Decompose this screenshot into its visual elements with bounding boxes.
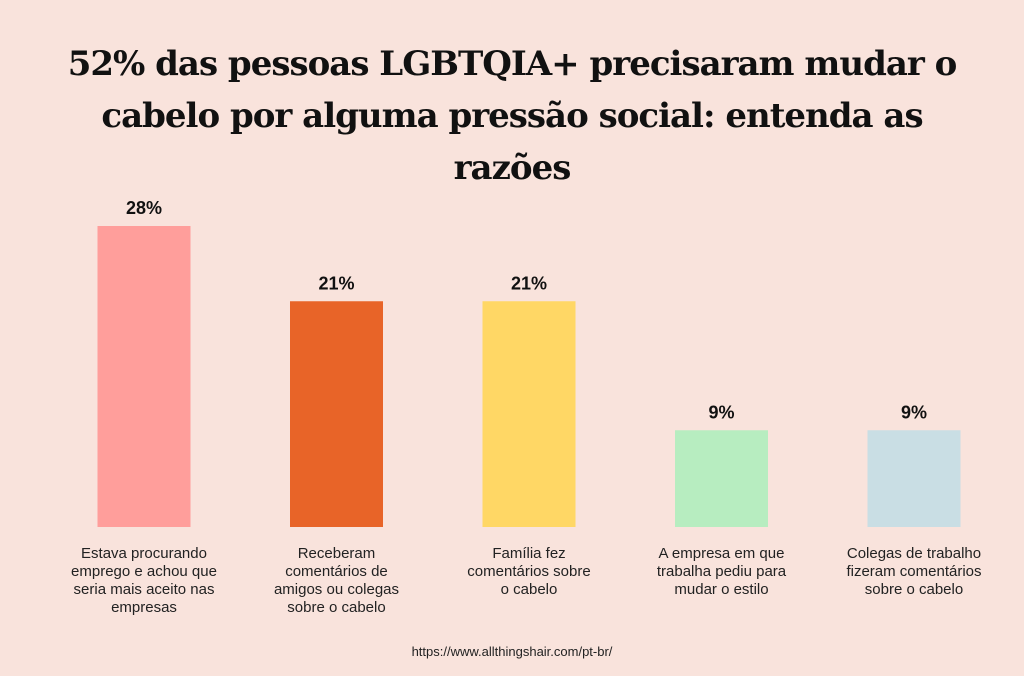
bar-2: [290, 301, 383, 527]
category-label-3-line-1: Família fez: [492, 545, 566, 562]
category-label-5: Colegas de trabalho fizeram comentários so…: [824, 545, 1004, 599]
data-label-2: 21%: [318, 273, 354, 293]
category-label-2-line-3: amigos ou colegas: [273, 581, 400, 598]
category-label-5-line-1: Colegas de trabalho: [846, 545, 982, 562]
category-label-2-line-4: sobre o cabelo: [287, 599, 386, 616]
category-label-1: Estava procurando emprego e achou que seri…: [54, 545, 234, 617]
category-label-3: Família fez comentários sobre o cabelo: [439, 545, 619, 599]
chart-title-line-2: cabelo por alguma pressão social: entend…: [101, 96, 923, 188]
category-label-4-line-1: A empresa em que: [658, 545, 785, 562]
category-label-4-line-2: trabalha pediu para: [656, 563, 787, 580]
category-label-1-line-2: emprego e achou que: [71, 563, 217, 580]
bar-4: [675, 430, 768, 527]
category-label-2-line-2: comentários de: [285, 563, 388, 580]
source-link[interactable]: https://www.allthingshair.com/pt-br/: [411, 644, 613, 659]
category-label-1-line-4: empresas: [111, 599, 177, 616]
bar-5: [867, 430, 961, 527]
category-label-2: Receberam comentários de amigos ou colegas…: [247, 545, 427, 617]
category-label-5-line-3: sobre o cabelo: [864, 581, 964, 598]
category-label-2-line-1: Receberam: [297, 545, 376, 562]
chart-title-line-1: 52% das pessoas LGBTQIA+ precisaram muda…: [67, 44, 958, 84]
category-label-4-line-3: mudar o estilo: [674, 581, 769, 598]
bar-3: [482, 301, 576, 527]
data-label-1: 28%: [126, 198, 162, 218]
data-label-3: 21%: [511, 273, 547, 293]
category-label-3-line-2: comentários sobre: [467, 563, 591, 580]
category-label-1-line-3: seria mais aceito nas: [73, 581, 215, 598]
category-label-5-line-2: fizeram comentários: [846, 563, 982, 580]
category-label-4: A empresa em que trabalha pediu para mudar…: [632, 545, 812, 599]
bar-1: [97, 226, 191, 527]
chart-title: 52% das pessoas LGBTQIA+ precisaram muda…: [40, 38, 984, 194]
data-label-4: 9%: [708, 402, 734, 422]
category-label-3-line-3: o cabelo: [500, 581, 558, 598]
data-label-5: 9%: [901, 402, 927, 422]
category-label-1-line-1: Estava procurando: [81, 545, 207, 562]
